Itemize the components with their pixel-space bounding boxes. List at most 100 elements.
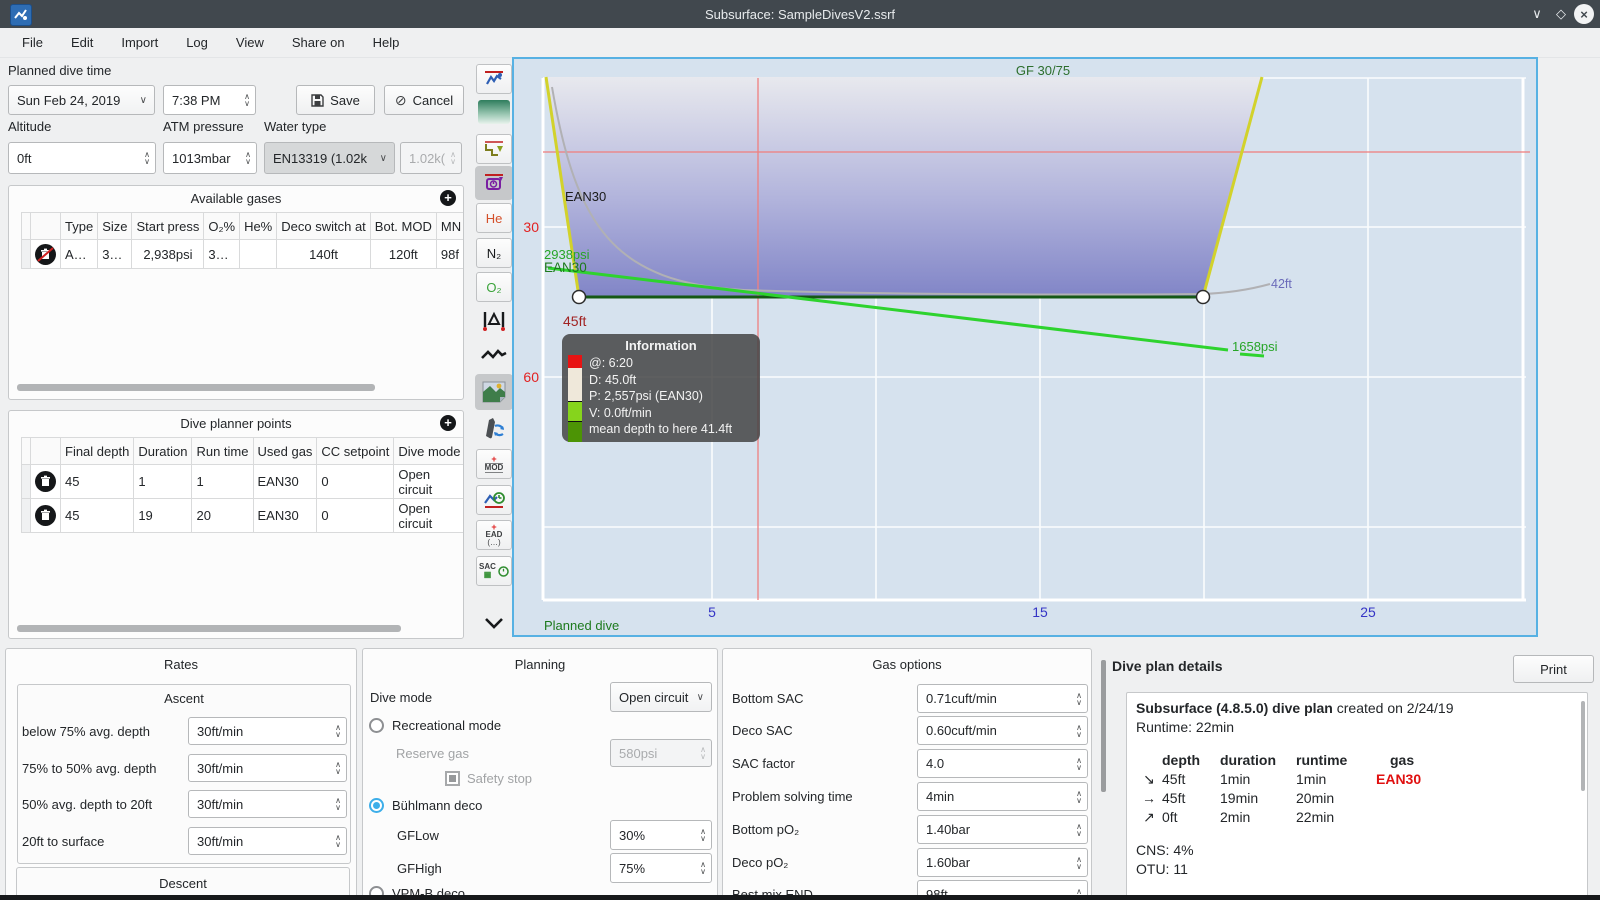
time-tick-25: 25 [1360, 604, 1376, 620]
tank-pressure-tail [1239, 352, 1265, 358]
gas-option-stepper[interactable]: 1.40bar ∧ ∨ [917, 815, 1088, 844]
toolbar-heartrate-button[interactable] [476, 341, 512, 371]
gas-option-stepper[interactable]: 4.0 ∧ ∨ [917, 749, 1088, 778]
plan-otu: OTU: 11 [1136, 861, 1188, 877]
cancel-button[interactable]: ⊘ Cancel [384, 85, 464, 115]
gfhigh-stepper[interactable]: 75% ∧ ∨ [610, 853, 712, 883]
buhlmann-deco-radio[interactable] [369, 798, 384, 813]
gas-option-stepper[interactable]: 1.60bar ∧ ∨ [917, 848, 1088, 877]
gf-label: GF 30/75 [1016, 63, 1070, 78]
menu-share-on[interactable]: Share on [291, 35, 345, 50]
gas-row[interactable]: A… 3… 2,938psi 3… 140ft 120ft 98f [21, 239, 463, 269]
gas-option-label: SAC factor [732, 756, 795, 771]
toolbar-photos-button[interactable] [476, 377, 512, 407]
atm-pressure-stepper[interactable]: 1013mbar ∧ ∨ [163, 142, 257, 174]
gas-option-stepper[interactable]: 4min ∧ ∨ [917, 782, 1088, 811]
dive-mode-select[interactable]: Open circuit ∨ [610, 682, 712, 712]
toolbar-he-button[interactable]: He [476, 203, 512, 233]
toolbar-ndl-button[interactable] [476, 485, 512, 515]
menu-file[interactable]: File [22, 35, 43, 50]
descend-arrow-icon: ↘ [1143, 771, 1155, 787]
toolbar-profile-button[interactable] [476, 64, 512, 94]
waypoint-handle[interactable] [571, 289, 587, 305]
dive-planner-points-group: Dive planner points + Final depth Durati… [8, 410, 464, 639]
add-gas-button[interactable]: + [440, 190, 456, 206]
rate-stepper[interactable]: 30ft/min ∧ ∨ [188, 754, 347, 782]
toolbar-ceiling-button[interactable] [476, 134, 512, 164]
toolbar-scroll-down-button[interactable] [476, 608, 512, 638]
toolbar-o2-button[interactable]: O₂ [476, 272, 512, 302]
info-tooltip-title: Information [625, 338, 697, 353]
menu-help[interactable]: Help [372, 35, 400, 50]
gas-option-stepper[interactable]: 0.60cuft/min ∧ ∨ [917, 716, 1088, 745]
gases-hscrollbar[interactable] [17, 384, 375, 391]
tank-pressure-line [547, 266, 1229, 352]
buhlmann-deco-label: Bühlmann deco [392, 797, 483, 813]
dive-date-select[interactable]: Sun Feb 24, 2019 ∨ [8, 85, 155, 115]
toolbar-dc-ceiling-button[interactable] [476, 168, 512, 198]
toolbar-mod-button[interactable]: + MOD [476, 449, 512, 479]
ascend-arrow-icon: ↗ [1143, 809, 1155, 825]
salinity-value: 1.02k( [409, 150, 446, 166]
dive-time-value: 7:38 PM [172, 92, 221, 108]
dive-profile-chart[interactable]: GF 30/75 EAN30 2938psi EAN30 45ft 42ft 1… [512, 57, 1538, 637]
altitude-value: 0ft [17, 150, 32, 166]
toolbar-ead-button[interactable]: + EAD (…) [476, 520, 512, 550]
rate-stepper[interactable]: 30ft/min ∧ ∨ [188, 790, 347, 818]
close-icon[interactable]: × [1574, 4, 1594, 24]
dive-time-stepper[interactable]: 7:38 PM ∧ ∨ [163, 85, 256, 115]
menu-edit[interactable]: Edit [70, 35, 94, 50]
gflow-stepper[interactable]: 30% ∧ ∨ [610, 820, 712, 850]
ascent-line [1201, 76, 1264, 298]
menu-import[interactable]: Import [121, 35, 159, 50]
atm-pressure-label: ATM pressure [163, 118, 244, 134]
chart-caption: Planned dive [544, 618, 619, 633]
menu-log[interactable]: Log [186, 35, 208, 50]
point-row[interactable]: 45 19 20 EAN30 0 Open circuit [21, 498, 463, 533]
descent-group: Descent [16, 867, 350, 900]
altitude-stepper[interactable]: 0ft ∧ ∨ [8, 142, 156, 174]
water-type-select[interactable]: EN13319 (1.02k ∨ [264, 142, 395, 174]
dive-plan-text[interactable]: Subsurface (4.8.5.0) dive plan created o… [1126, 692, 1588, 900]
rate-stepper[interactable]: 30ft/min ∧ ∨ [188, 827, 347, 855]
points-hscrollbar[interactable] [17, 625, 401, 632]
waypoint-handle[interactable] [1195, 289, 1211, 305]
descent-line [544, 76, 581, 298]
save-button[interactable]: Save [296, 85, 375, 115]
menu-view[interactable]: View [235, 35, 264, 50]
toolbar-ruler-button[interactable] [476, 306, 512, 336]
rate-stepper[interactable]: 30ft/min ∧ ∨ [188, 717, 347, 745]
sac-icon: SAC [479, 562, 496, 571]
minimize-icon[interactable]: ∨ [1532, 6, 1542, 21]
toolbar-n2-button[interactable]: N₂ [476, 238, 512, 268]
plan-text-scrollbar[interactable] [1581, 701, 1585, 791]
print-button[interactable]: Print [1513, 655, 1594, 683]
details-vscrollbar[interactable] [1101, 660, 1106, 792]
menu-bar: File Edit Import Log View Share on Help [0, 28, 1600, 58]
cancel-icon: ⊘ [394, 91, 407, 108]
delete-point-icon[interactable] [35, 505, 56, 526]
delete-point-icon[interactable] [35, 471, 56, 492]
cancel-label: Cancel [412, 92, 454, 108]
toolbar-tank-change-button[interactable] [476, 413, 512, 443]
point-row[interactable]: 45 1 1 EAN30 0 Open circuit [21, 464, 463, 499]
heartrate-icon [481, 349, 507, 359]
delete-gas-icon[interactable] [35, 243, 56, 265]
bottom-depth-label: 45ft [563, 313, 586, 329]
gas-option-stepper[interactable]: 0.71cuft/min ∧ ∨ [917, 684, 1088, 713]
chevron-down-icon: ∨ [696, 691, 704, 703]
add-point-button[interactable]: + [440, 415, 456, 431]
title-bar: Subsurface: SampleDivesV2.ssrf ∨ ◇ × [0, 0, 1600, 28]
save-icon [311, 93, 324, 107]
time-tick-5: 5 [708, 604, 716, 620]
gradient-swatch-icon[interactable] [478, 100, 510, 124]
chevron-down-icon: ∨ [139, 94, 147, 106]
altitude-label: Altitude [8, 118, 52, 134]
recreational-mode-radio[interactable] [369, 718, 384, 733]
info-tooltip[interactable]: Information @: 6:20 D: 45.0ft P: 2,557ps… [562, 334, 760, 442]
planned-dive-time-label: Planned dive time [8, 62, 112, 78]
maximize-icon[interactable]: ◇ [1556, 6, 1566, 21]
save-label: Save [330, 92, 360, 108]
gfhigh-label: GFHigh [397, 860, 442, 876]
toolbar-sac-button[interactable]: SAC ▦ [476, 556, 512, 586]
